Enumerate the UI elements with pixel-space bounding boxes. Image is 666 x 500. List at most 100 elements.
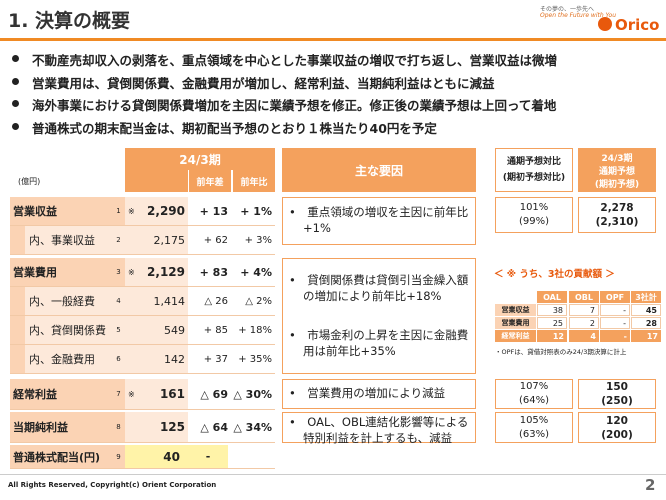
diff: △ 26	[204, 295, 228, 307]
row-rule	[10, 409, 275, 410]
bullet-text: 普通株式の期末配当金は、期初配当予想のとおり１株当たり40円を予定	[32, 120, 437, 136]
mark: ※	[128, 389, 135, 399]
contribution-value: 4	[569, 330, 599, 342]
factor-text: • 市場金利の上昇を主因に金融費用は前年比+35%	[289, 328, 469, 359]
bullet: •	[289, 386, 308, 401]
ratio-box	[495, 412, 573, 443]
ratio-header: 通期予想対比	[506, 157, 561, 167]
contribution-col: OAL	[537, 291, 567, 303]
contribution-label: 経常利益	[495, 330, 536, 342]
title: 1. 決算の概要	[8, 10, 131, 32]
value-box	[578, 412, 656, 443]
row-label	[10, 287, 25, 315]
ratio: △ 30%	[233, 387, 272, 401]
value-header: (期初予想)	[594, 180, 640, 190]
tagline-en: Open the Future with You	[540, 12, 617, 19]
contribution-label: 営業収益	[495, 304, 536, 316]
value-cell	[125, 287, 188, 315]
bullet-dot	[12, 77, 19, 85]
row-label	[10, 226, 25, 254]
row-rule	[10, 254, 275, 255]
value-cell	[125, 345, 188, 373]
row-label: 内、一般経費	[25, 287, 112, 315]
value: 2,175	[153, 233, 186, 247]
contribution-value: 7	[569, 304, 599, 316]
factor-line: 重点領域の増収を主因に前年比+1%	[303, 205, 469, 235]
diff: + 62	[203, 234, 228, 246]
row-rule	[10, 468, 275, 469]
bullet: •	[289, 327, 308, 342]
factor-box: • 営業費用の増加により減益	[282, 379, 476, 409]
ratio-box	[495, 197, 573, 233]
row-label: 営業費用	[10, 258, 112, 286]
bullet-dot	[12, 100, 19, 107]
forecast-value: 2,278	[600, 202, 634, 214]
contribution-value: 25	[537, 317, 567, 329]
logo: Orico	[615, 16, 660, 34]
bullet-text: 不動産売却収入の剥落を、重点領域を中心とした事業収益の増収で打ち返し、営業収益は…	[32, 53, 558, 68]
mark: ※	[128, 267, 135, 277]
diff: △ 64	[200, 420, 228, 434]
ratio: + 3%	[244, 234, 272, 246]
value-cell	[125, 226, 188, 254]
row-number: 9	[112, 445, 125, 468]
copyright: All Rights Reserved, Copyright(c) Orient…	[8, 481, 217, 489]
tagline-jp: その夢の、一歩先へ	[540, 6, 595, 13]
factors-header: 主な要因	[282, 148, 476, 192]
bullet: •	[289, 415, 308, 429]
diff: + 85	[203, 324, 228, 336]
contribution-value: -	[600, 317, 630, 329]
contribution-value: 45	[631, 304, 661, 316]
bullet-text: 海外事業における貸倒関係費増加を主因に業績予想を修正。修正後の業績予想は上回って…	[32, 98, 557, 113]
factor-box: • OAL、OBL連結化影響等による特別利益を計上するも、減益	[282, 412, 476, 445]
contribution-value: -	[600, 330, 630, 342]
value-cell	[125, 197, 188, 225]
row-label: 普通株式配当(円)	[10, 445, 112, 468]
factor-box: • 重点領域の増収を主因に前年比+1%	[282, 197, 476, 245]
row-number: 6	[112, 345, 125, 373]
row-rule	[10, 225, 275, 226]
value: 161	[159, 387, 185, 401]
value: 1,414	[153, 294, 186, 308]
contribution-col: 3社計	[631, 291, 661, 303]
ratio: 105%	[519, 414, 549, 426]
row-number: 4	[112, 287, 125, 315]
ratio-initial: (63%)	[518, 428, 550, 440]
row-rule	[10, 373, 275, 374]
factor-line: 営業費用の増加により減益	[307, 386, 446, 401]
row-rule	[10, 315, 275, 316]
row-number: 8	[112, 412, 125, 442]
ratio: + 18%	[238, 324, 272, 336]
diff: + 37	[203, 353, 228, 365]
factor-line: 市場金利の上昇を主因に金融費用は前年比+35%	[303, 327, 469, 358]
value-box	[578, 197, 656, 233]
row-label: 内、貸倒関係費	[25, 316, 112, 344]
forecast-initial: (200)	[601, 428, 633, 441]
row-label	[10, 316, 25, 344]
ratio-box	[495, 379, 573, 409]
mark: ※	[128, 206, 135, 216]
contribution-value: 2	[569, 317, 599, 329]
contribution-label: 営業費用	[495, 317, 536, 329]
contribution-col: OBL	[569, 291, 599, 303]
row-number: 2	[112, 226, 125, 254]
ratio: 101%	[519, 202, 549, 213]
ratio: + 1%	[240, 204, 272, 218]
footer-rule	[0, 474, 666, 475]
value: 40	[163, 449, 180, 464]
row-label: 内、金融費用	[25, 345, 112, 373]
value: 2,129	[147, 265, 185, 279]
forecast-initial: (250)	[601, 395, 633, 407]
factor-line: 貸倒関係費は貸倒引当金繰入額の増加により前年比+18%	[303, 272, 469, 303]
column-header: 前年差	[188, 170, 231, 192]
page-number: 2	[645, 476, 656, 494]
ratio-initial: (64%)	[518, 395, 550, 406]
value-cell	[125, 412, 188, 442]
value-header: 24/3期	[601, 154, 633, 164]
contribution-value: 28	[631, 317, 661, 329]
diff: + 83	[199, 265, 228, 279]
forecast-value: 150	[606, 381, 628, 393]
ratio: + 35%	[238, 353, 272, 365]
bullet: •	[289, 272, 308, 287]
